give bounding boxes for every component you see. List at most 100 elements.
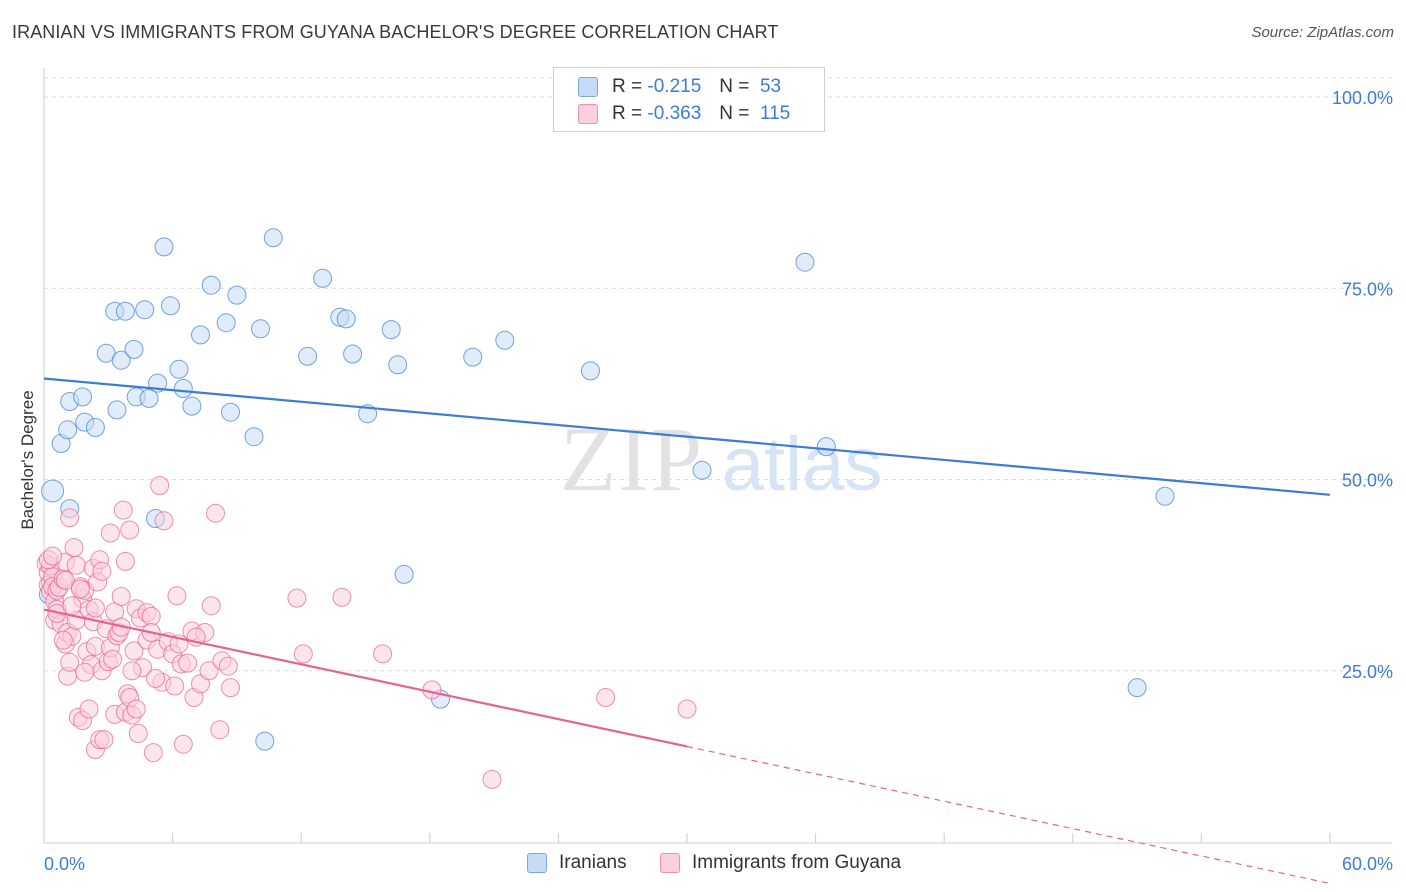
- guyana-point: [332, 587, 352, 607]
- guyana-point: [53, 630, 73, 650]
- trend-lines: [43, 377, 1331, 885]
- legend-row-iranians: R = -0.215 N = 53: [578, 75, 781, 99]
- watermark-atlas: atlas: [722, 422, 883, 507]
- guyana-point: [154, 511, 174, 531]
- guyana-point: [218, 656, 238, 676]
- guyana-point: [70, 579, 90, 599]
- guyana-point: [146, 668, 165, 688]
- iranians-point: [263, 228, 283, 248]
- iranians-point: [816, 437, 836, 457]
- guyana-point: [122, 661, 142, 681]
- iranians-point: [343, 344, 363, 364]
- legend-n-value-iranians: 53: [759, 76, 782, 97]
- gridlines: [44, 77, 1392, 672]
- iranians-point: [73, 387, 93, 407]
- guyana-point: [94, 730, 114, 750]
- y-tick-label: 25.0%: [1342, 662, 1393, 682]
- guyana-point: [201, 596, 221, 616]
- iranians-point: [1155, 486, 1175, 506]
- iranians-point: [581, 361, 600, 381]
- legend-label-guyana: Immigrants from Guyana: [692, 852, 902, 873]
- series-legend: Iranians Immigrants from Guyana: [0, 852, 1406, 878]
- correlation-legend: R = -0.215 N = 53 R = -0.363 N = 115: [553, 67, 825, 132]
- guyana-point: [210, 720, 230, 740]
- iranians-point: [154, 237, 174, 257]
- iranians-point: [313, 268, 333, 288]
- guyana-point: [178, 653, 198, 673]
- iranians-point: [111, 350, 131, 370]
- guyana-point: [373, 644, 393, 664]
- y-tick-label: 50.0%: [1342, 471, 1393, 491]
- x-tick-label-max: 60.0%: [1342, 854, 1393, 874]
- iranians-point: [394, 564, 414, 584]
- guyana-point: [55, 571, 75, 590]
- legend-item-guyana[interactable]: Immigrants from Guyana: [660, 852, 901, 874]
- iranians-point: [161, 296, 180, 316]
- guyana-point: [165, 676, 185, 696]
- guyana-point: [221, 678, 240, 698]
- guyana-point: [173, 734, 193, 754]
- legend-r-label: R =: [612, 103, 643, 124]
- iranians-point: [692, 460, 712, 480]
- guyana-point: [596, 688, 616, 707]
- guyana-point: [60, 508, 80, 528]
- iranians-point: [115, 301, 135, 321]
- guyana-point: [128, 724, 148, 743]
- guyana-point: [111, 587, 131, 606]
- legend-r-value-iranians: -0.215: [647, 76, 702, 97]
- chart-title: IRANIAN VS IMMIGRANTS FROM GUYANA BACHEL…: [12, 22, 779, 42]
- guyana-point: [92, 561, 112, 581]
- iranians-point: [58, 420, 78, 440]
- iranians-point: [182, 396, 202, 416]
- iranians-swatch: [578, 77, 598, 97]
- iranians-point: [463, 347, 483, 367]
- iranians-point: [41, 479, 65, 503]
- guyana-point: [120, 520, 140, 540]
- tick-labels: 25.0% 50.0% 75.0% 100.0% 0.0% 60.0%: [44, 88, 1393, 874]
- guyana-point: [103, 649, 123, 669]
- guyana-point: [143, 743, 163, 763]
- iranians-point: [298, 346, 318, 366]
- guyana-legend-swatch: [660, 853, 680, 873]
- data-points: [36, 228, 1175, 789]
- watermark: ZIP atlas: [560, 408, 882, 510]
- legend-item-iranians[interactable]: Iranians: [527, 852, 627, 874]
- guyana-point: [141, 606, 161, 626]
- legend-row-guyana: R = -0.363 N = 115: [578, 102, 790, 126]
- guyana-point: [482, 769, 502, 789]
- iranians-point: [388, 355, 408, 375]
- iranians-point: [173, 379, 193, 398]
- iranians-point: [336, 309, 356, 329]
- iranians-point: [124, 339, 144, 359]
- iranians-point: [381, 320, 401, 340]
- source-label: Source: ZipAtlas.com: [1251, 24, 1394, 41]
- guyana-swatch: [578, 104, 598, 124]
- iranians-point: [191, 325, 210, 345]
- legend-n-label: N =: [719, 103, 750, 124]
- guyana-point: [677, 699, 697, 719]
- guyana-point: [60, 652, 80, 672]
- guyana-point: [115, 551, 135, 571]
- iranians-point: [1127, 678, 1147, 698]
- iranians-point: [169, 359, 189, 379]
- guyana-point: [66, 555, 86, 575]
- iranians-point: [495, 330, 515, 350]
- guyana-point: [43, 546, 63, 566]
- y-tick-label: 75.0%: [1342, 279, 1393, 299]
- y-tick-label: 100.0%: [1332, 88, 1393, 108]
- iranians-point: [107, 400, 127, 420]
- iranians-point: [139, 388, 159, 408]
- iranians-point: [251, 319, 270, 339]
- iranians-point: [216, 313, 236, 333]
- guyana-point: [126, 699, 146, 719]
- guyana-point: [100, 523, 120, 543]
- x-tick-label-min: 0.0%: [44, 854, 85, 874]
- guyana-point: [150, 476, 170, 496]
- legend-n-label: N =: [719, 76, 750, 97]
- y-axis-label: Bachelor's Degree: [18, 390, 37, 530]
- iranians-point: [221, 402, 240, 422]
- iranians-point: [201, 275, 221, 295]
- guyana-point: [206, 503, 225, 523]
- iranians-point: [85, 418, 105, 437]
